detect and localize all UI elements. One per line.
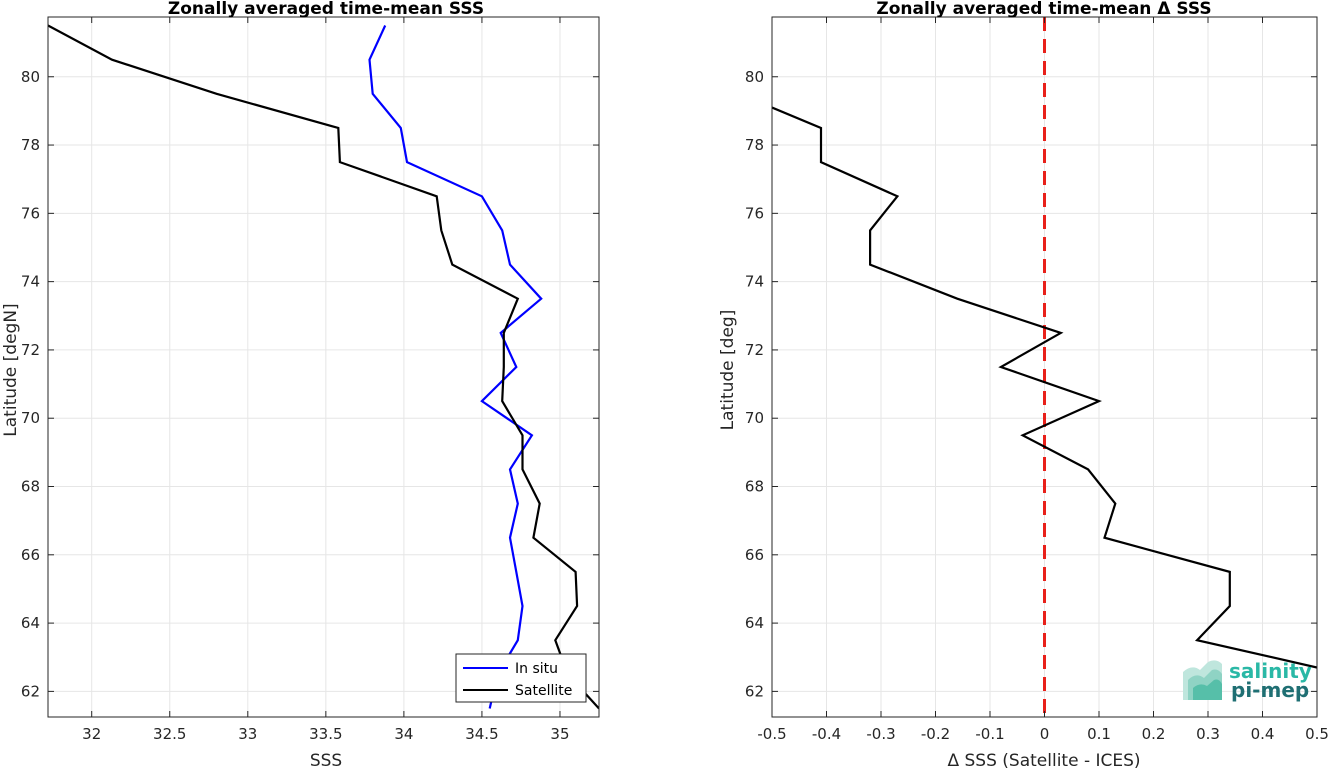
series-line-satellite	[48, 24, 599, 710]
delta-y-tick-label: 76	[745, 204, 764, 222]
sss-axes-box	[48, 17, 599, 717]
series-line-in-situ	[368, 25, 543, 709]
delta-y-tick-label: 64	[745, 614, 764, 632]
delta-y-tick-label: 78	[745, 136, 764, 154]
delta-x-tick-label: 0.5	[1305, 725, 1329, 743]
delta-y-tick-label: 72	[745, 341, 764, 359]
legend-insitu-label: In situ	[515, 661, 558, 677]
sss-y-tick-label: 72	[21, 341, 40, 359]
logo-text-salinity: salinity	[1229, 659, 1312, 683]
delta-x-tick-label: 0.4	[1251, 725, 1275, 743]
logo-wave-icon	[1183, 660, 1222, 700]
sss-series	[48, 24, 599, 710]
delta-chart-title: Zonally averaged time-mean Δ SSS	[876, 0, 1211, 19]
delta-x-tick-label: -0.4	[812, 725, 841, 743]
sss-y-tick-label: 68	[21, 478, 40, 496]
delta-x-tick-label: -0.1	[975, 725, 1004, 743]
sss-legend: In situ Satellite	[455, 653, 587, 703]
delta-x-axis-label: Δ SSS (Satellite - ICES)	[947, 751, 1140, 769]
delta-y-tick-label: 74	[745, 273, 764, 291]
sss-y-tick-label: 66	[21, 546, 40, 564]
salinity-pi-mep-logo: salinity pi-mep	[1183, 659, 1312, 702]
sss-x-tick-label: 34.5	[465, 725, 498, 743]
delta-series	[772, 106, 1317, 669]
delta-y-tick-label: 70	[745, 409, 764, 427]
delta-y-tick-label: 68	[745, 478, 764, 496]
delta-x-tick-label: 0.3	[1196, 725, 1220, 743]
delta-x-tick-label: 0.2	[1142, 725, 1166, 743]
sss-axes-frame	[47, 16, 600, 718]
sss-y-axis-label: Latitude [degN]	[1, 303, 21, 436]
sss-y-tick-label: 74	[21, 273, 40, 291]
legend-box	[455, 653, 587, 703]
sss-y-tick-label: 62	[21, 682, 40, 700]
legend-satellite-label: Satellite	[515, 683, 572, 699]
delta-ticks: -0.5 -0.4 -0.3 -0.2 -0.1 0 0.1 0.2 0.3 0.4 0.5 62 64…	[745, 17, 1329, 743]
delta-x-tick-label: -0.2	[921, 725, 950, 743]
sss-x-tick-label: 32.5	[153, 725, 186, 743]
delta-y-axis-label: Latitude [deg]	[718, 310, 738, 431]
delta-x-tick-label: 0	[1040, 725, 1050, 743]
delta-x-tick-label: -0.5	[757, 725, 786, 743]
delta-y-tick-label: 62	[745, 682, 764, 700]
sss-grid	[48, 17, 599, 717]
sss-y-tick-label: 78	[21, 136, 40, 154]
sss-y-tick-label: 80	[21, 68, 40, 86]
logo-text-pi-mep: pi-mep	[1231, 678, 1309, 702]
delta-y-tick-label: 80	[745, 68, 764, 86]
sss-y-tick-label: 64	[21, 614, 40, 632]
sss-y-tick-label: 76	[21, 204, 40, 222]
delta-y-tick-label: 66	[745, 546, 764, 564]
sss-chart-title: Zonally averaged time-mean SSS	[168, 0, 484, 19]
delta-sss-panel: -0.5 -0.4 -0.3 -0.2 -0.1 0 0.1 0.2 0.3 0.4 0.5 62 64…	[718, 0, 1329, 769]
sss-x-axis-label: SSS	[310, 751, 342, 769]
sss-x-tick-label: 35	[550, 725, 569, 743]
sss-ticks: 32 32.5 33 33.5 34 34.5 35 62 64 66 68 70 72 74 76 78 80	[21, 17, 599, 743]
sss-x-tick-label: 32	[82, 725, 101, 743]
sss-y-tick-label: 70	[21, 409, 40, 427]
sss-panel: 32 32.5 33 33.5 34 34.5 35 62 64 66 68 70 72 74 76 78 80…	[1, 0, 600, 769]
sss-x-tick-label: 34	[394, 725, 413, 743]
sss-x-tick-label: 33.5	[309, 725, 342, 743]
series-line-delta-sss	[772, 106, 1317, 669]
sss-x-tick-label: 33	[238, 725, 257, 743]
delta-x-tick-label: 0.1	[1087, 725, 1111, 743]
delta-x-tick-label: -0.3	[866, 725, 895, 743]
